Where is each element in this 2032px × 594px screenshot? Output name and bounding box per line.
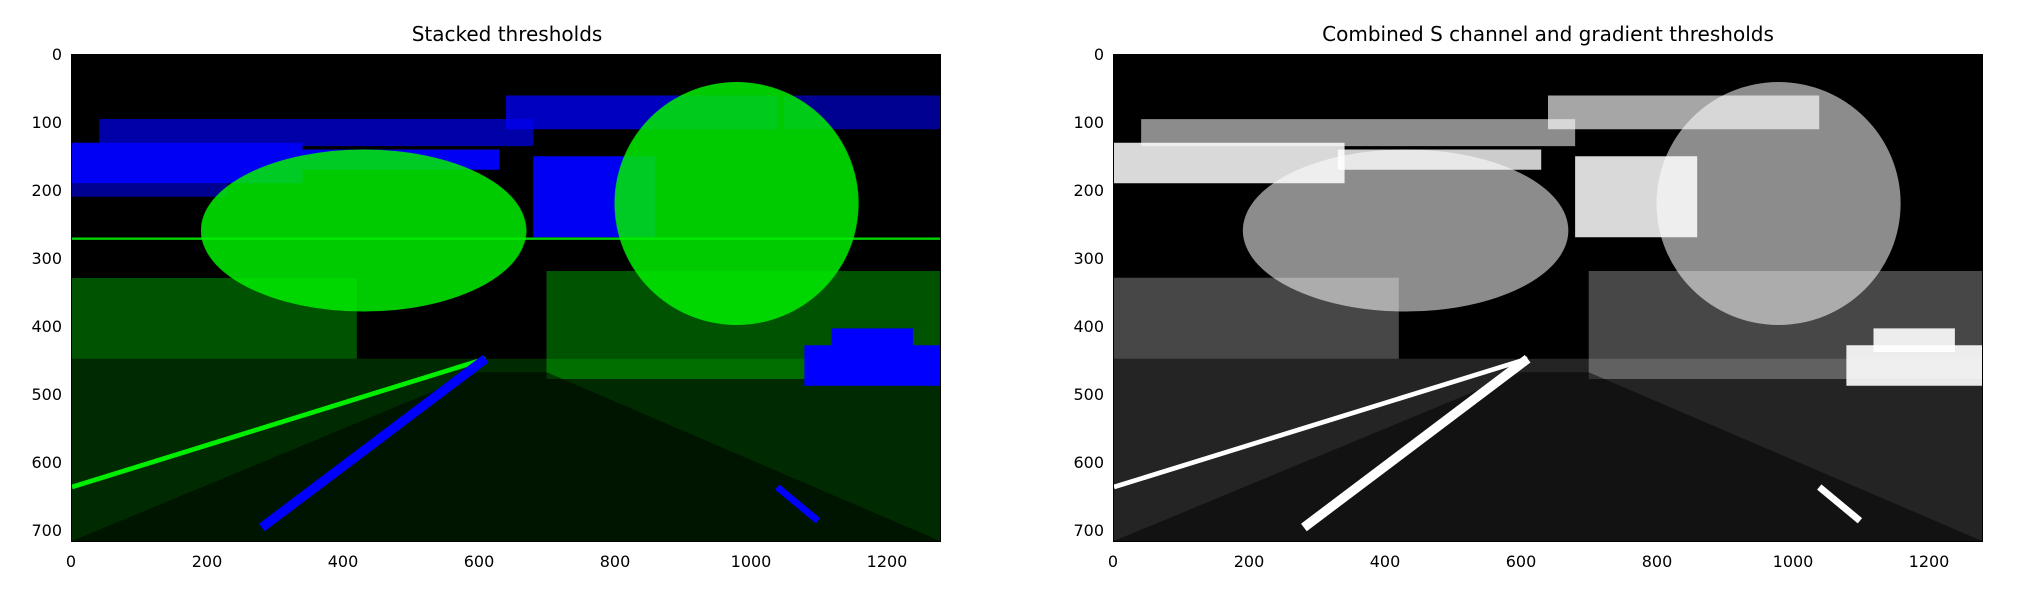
x-tick-label: 1200 <box>866 552 908 571</box>
y-tick-label: 700 <box>1073 521 1104 540</box>
panel-title: Stacked thresholds <box>411 22 603 46</box>
y-tick-label: 400 <box>31 317 62 336</box>
x-tick-label: 400 <box>327 552 359 571</box>
y-tick-label: 400 <box>1073 317 1104 336</box>
x-tick-label: 800 <box>1641 552 1673 571</box>
y-tick-label: 200 <box>1073 181 1104 200</box>
x-tick-label: 200 <box>191 552 223 571</box>
stacked-threshold-svg <box>72 55 940 541</box>
x-tick-label: 1000 <box>1772 552 1814 571</box>
combined-threshold-image <box>1113 54 1983 542</box>
combined-threshold-svg <box>1114 55 1982 541</box>
x-tick-label: 1200 <box>1908 552 1950 571</box>
stacked-threshold-image <box>71 54 941 542</box>
y-tick-label: 500 <box>1073 385 1104 404</box>
x-tick-label: 600 <box>1505 552 1537 571</box>
x-tick-label: 1000 <box>730 552 772 571</box>
y-tick-label: 300 <box>1073 249 1104 268</box>
x-tick-label: 0 <box>65 552 77 571</box>
y-tick-label: 200 <box>31 181 62 200</box>
y-tick-label: 600 <box>1073 453 1104 472</box>
y-tick-label: 100 <box>31 113 62 132</box>
x-tick-label: 200 <box>1233 552 1265 571</box>
y-tick-label: 600 <box>31 453 62 472</box>
x-tick-label: 800 <box>599 552 631 571</box>
x-tick-label: 400 <box>1369 552 1401 571</box>
panel-title: Combined S channel and gradient threshol… <box>1322 22 1774 46</box>
y-tick-label: 500 <box>31 385 62 404</box>
x-tick-label: 0 <box>1107 552 1119 571</box>
y-tick-label: 300 <box>31 249 62 268</box>
x-tick-label: 600 <box>463 552 495 571</box>
y-tick-label: 700 <box>31 521 62 540</box>
y-tick-label: 0 <box>51 45 62 64</box>
y-tick-label: 100 <box>1073 113 1104 132</box>
y-tick-label: 0 <box>1093 45 1104 64</box>
